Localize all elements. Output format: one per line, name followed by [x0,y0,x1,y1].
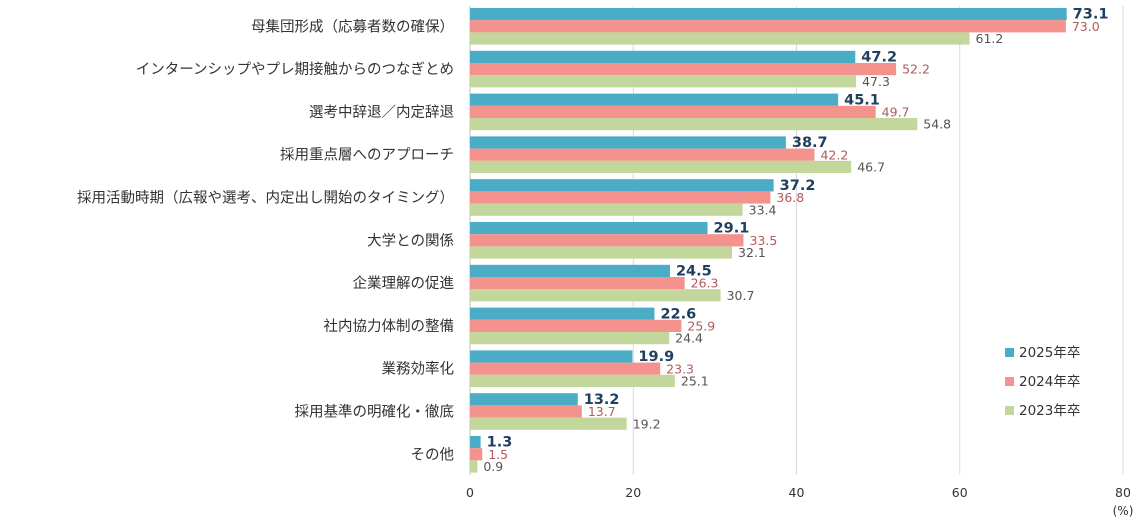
data-label-2024年卒: 13.7 [588,404,616,419]
legend-swatch [1005,377,1014,386]
bar-2024年卒 [470,448,483,461]
bar-2025年卒 [470,136,786,149]
bar-2023年卒 [470,246,733,259]
data-label-2024年卒: 23.3 [666,361,694,376]
data-label-2025年卒: 73.1 [1073,7,1109,23]
data-label-2023年卒: 47.3 [862,74,890,89]
data-label-2023年卒: 25.1 [681,374,709,389]
category-label: 企業理解の促進 [353,274,455,292]
bar-2023年卒 [470,332,670,345]
data-label-2025年卒: 19.9 [638,349,674,365]
category-label: 採用重点層へのアプローチ [280,147,454,164]
data-label-2025年卒: 38.7 [792,135,828,151]
bar-2024年卒 [470,20,1066,33]
bar-2024年卒 [470,234,744,247]
bar-2023年卒 [470,118,918,131]
bar-2025年卒 [470,93,839,106]
category-label: その他 [411,446,455,463]
legend-swatch [1005,406,1014,415]
category-label: 社内協力体制の整備 [324,318,455,335]
bar-layer [470,8,1067,473]
data-label-2025年卒: 13.2 [584,392,620,408]
x-tick-label: 60 [952,485,968,500]
x-axis-unit: (%) [1113,504,1134,517]
data-label-2024年卒: 36.8 [776,190,804,205]
data-label-2024年卒: 25.9 [687,319,715,334]
data-label-2024年卒: 49.7 [882,105,910,120]
bar-2023年卒 [470,32,970,45]
bar-2024年卒 [470,319,682,332]
bar-2023年卒 [470,160,852,173]
data-label-2024年卒: 1.5 [488,447,508,462]
legend: 2025年卒 2024年卒 2023年卒 [1005,345,1080,419]
data-label-2023年卒: 54.8 [923,117,951,132]
data-label-2023年卒: 32.1 [738,245,766,260]
bar-2025年卒 [470,264,670,277]
category-label: 業務効率化 [382,361,455,378]
bar-2023年卒 [470,289,721,302]
bar-2025年卒 [470,393,578,406]
bar-2025年卒 [470,350,633,363]
category-label: 選考中辞退／内定辞退 [309,104,454,121]
bar-2023年卒 [470,75,857,88]
bar-2023年卒 [470,374,675,387]
data-label-2023年卒: 30.7 [727,288,755,303]
bar-2024年卒 [470,405,582,418]
bar-2024年卒 [470,63,897,76]
data-label-2025年卒: 45.1 [844,92,880,108]
x-tick-label: 80 [1115,485,1131,500]
data-label-2024年卒: 42.2 [820,147,848,162]
data-label-2025年卒: 1.3 [487,435,513,451]
category-label: 採用基準の明確化・徹底 [295,404,455,421]
legend-entry: 2025年卒 [1019,345,1080,361]
bar-2023年卒 [470,203,743,216]
data-label-2025年卒: 24.5 [676,264,712,280]
category-label: インターンシップやプレ期接触からのつなぎとめ [136,61,454,78]
bar-2024年卒 [470,277,685,290]
bar-2025年卒 [470,436,481,449]
category-label: 採用活動時期（広報や選考、内定出し開始のタイミング） [77,190,454,207]
data-label-2023年卒: 33.4 [749,202,777,217]
label-layer: 0 20 40 60 80 (%) 母集団形成（応募者数の確保） 73.173.0 61.2 イン… [77,7,1133,517]
category-label: 母集団形成（応募者数の確保） [251,18,454,35]
bar-2025年卒 [470,307,655,320]
data-label-2024年卒: 73.0 [1072,19,1100,34]
legend-entry: 2023年卒 [1019,403,1080,419]
legend-entry: 2024年卒 [1019,374,1080,390]
data-label-2023年卒: 0.9 [483,459,503,474]
legend-swatch [1005,348,1014,357]
bar-2023年卒 [470,460,478,473]
data-label-2023年卒: 46.7 [857,160,885,175]
data-label-2025年卒: 47.2 [861,50,897,66]
bar-2025年卒 [470,50,856,63]
bar-2024年卒 [470,105,876,118]
data-label-2025年卒: 29.1 [714,221,750,237]
bar-2024年卒 [470,191,771,204]
bar-2025年卒 [470,8,1067,21]
bar-2025年卒 [470,179,774,192]
data-label-2025年卒: 22.6 [660,306,696,322]
bar-2023年卒 [470,417,627,430]
data-label-2023年卒: 61.2 [976,31,1004,46]
data-label-2024年卒: 26.3 [691,276,719,291]
x-tick-label: 40 [789,485,805,500]
data-label-2025年卒: 37.2 [780,178,816,194]
x-tick-label: 0 [466,485,474,500]
x-tick-label: 20 [625,485,641,500]
data-label-2024年卒: 33.5 [749,233,777,248]
data-label-2023年卒: 19.2 [633,416,661,431]
bar-2024年卒 [470,148,815,161]
category-label: 大学との関係 [367,232,454,249]
bar-2024年卒 [470,362,661,375]
data-label-2024年卒: 52.2 [902,62,930,77]
data-label-2023年卒: 24.4 [675,331,703,346]
bar-2025年卒 [470,222,708,235]
